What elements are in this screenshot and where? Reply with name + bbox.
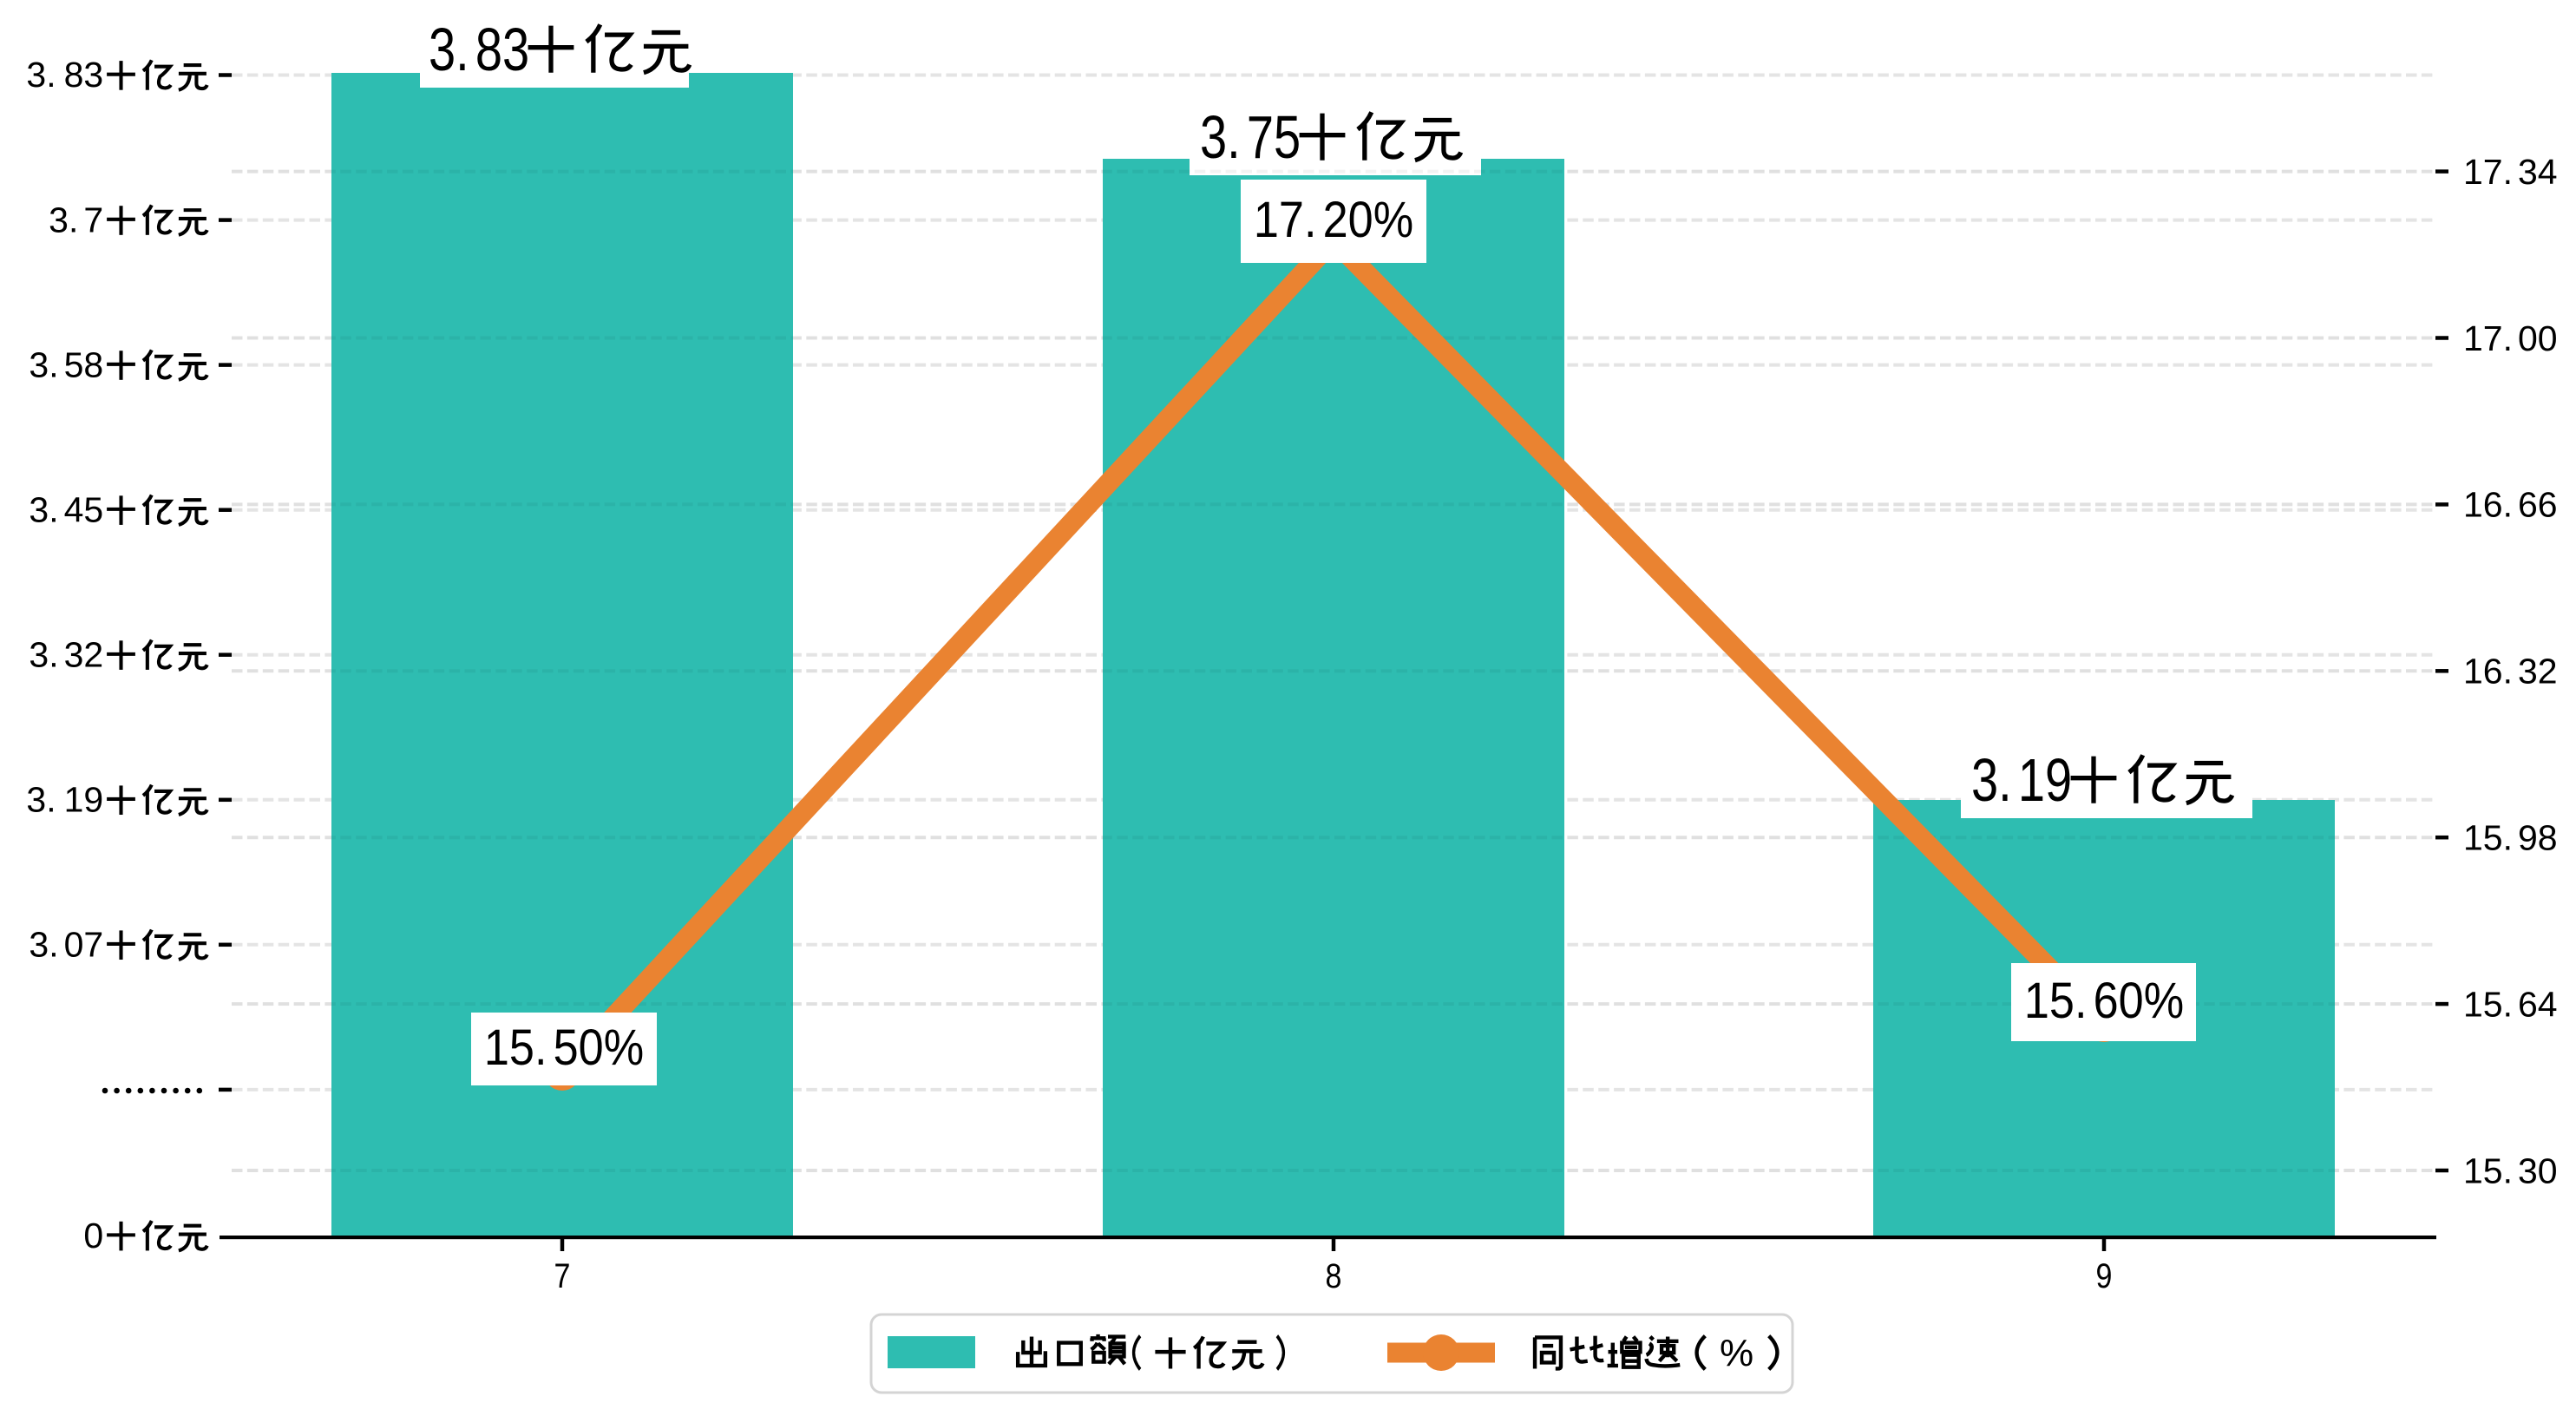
svg-text:8: 8: [1326, 1255, 1342, 1295]
svg-text:16.66: 16. 66: [2463, 485, 2558, 525]
svg-text:0: 0: [83, 1216, 103, 1255]
svg-text:17.00: 17. 00: [2463, 318, 2558, 358]
svg-text:3.75: 3. 75: [1200, 104, 1301, 171]
svg-text:15.64: 15. 64: [2463, 984, 2558, 1024]
svg-text:3.83: 3. 83: [26, 55, 103, 95]
svg-text:3.45: 3. 45: [29, 489, 103, 529]
svg-text:17.20%: 17. 20%: [1254, 191, 1413, 247]
svg-text:3.83: 3. 83: [429, 16, 529, 83]
svg-text:15.98: 15. 98: [2463, 818, 2558, 858]
svg-text:15.50%: 15. 50%: [484, 1019, 644, 1075]
svg-text:7: 7: [554, 1255, 571, 1295]
svg-text:3.58: 3. 58: [29, 344, 103, 384]
svg-text:15.60%: 15. 60%: [2024, 972, 2184, 1028]
svg-text:3.19: 3. 19: [1971, 747, 2072, 814]
svg-text:3.7: 3. 7: [49, 200, 103, 239]
svg-text:3.07: 3. 07: [29, 925, 103, 965]
svg-text:9: 9: [2096, 1255, 2113, 1295]
svg-text:3.32: 3. 32: [29, 634, 103, 674]
svg-text:%: %: [1720, 1332, 1753, 1374]
svg-text:16.32: 16. 32: [2463, 652, 2558, 692]
svg-text:17.34: 17. 34: [2463, 152, 2558, 192]
svg-text:3.19: 3. 19: [26, 780, 103, 820]
svg-text:15.30: 15. 30: [2463, 1150, 2558, 1190]
